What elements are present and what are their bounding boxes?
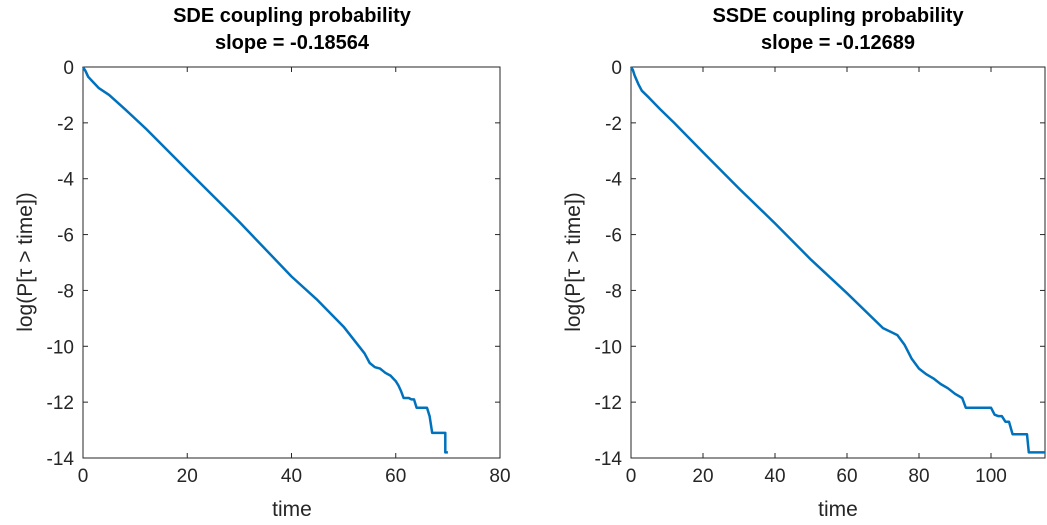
chart-right-plot: 0 20 40 60 80 100 0 -2 -4 -6 -8 -10 -12 -14 bbox=[595, 58, 1046, 487]
chart-left-plot: 0 20 40 60 80 0 -2 -4 -6 -8 -10 -12 -14 bbox=[47, 58, 511, 487]
chart-left-ytick-label: -12 bbox=[47, 393, 74, 414]
chart-left-ytick-label: -2 bbox=[57, 114, 74, 135]
chart-left-series-line bbox=[81, 66, 448, 454]
chart-left-subtitle: slope = -0.18564 bbox=[215, 32, 370, 54]
chart-left-ytick-label: 0 bbox=[63, 58, 74, 79]
chart-left-ytick-label: -4 bbox=[57, 170, 74, 191]
chart-left-ytick-label: -6 bbox=[57, 226, 74, 247]
chart-right-xtick-label: 40 bbox=[764, 466, 785, 487]
chart-right-subtitle: slope = -0.12689 bbox=[761, 32, 915, 54]
chart-right-xtick-label: 80 bbox=[908, 466, 929, 487]
chart-left-xtick-label: 60 bbox=[385, 466, 406, 487]
chart-right-ylabel: log(P[τ > time]) bbox=[562, 192, 585, 332]
chart-right-ytick-label: -12 bbox=[595, 393, 622, 414]
chart-right: SSDE coupling probability slope = -0.126… bbox=[562, 5, 1046, 521]
chart-left-ytick-label: -14 bbox=[47, 449, 75, 470]
chart-left-xlabel: time bbox=[272, 498, 312, 521]
chart-right-xtick-label: 0 bbox=[626, 466, 637, 487]
chart-left-ytick-label: -8 bbox=[57, 281, 74, 302]
chart-left-xtick-label: 0 bbox=[78, 466, 89, 487]
chart-left-xtick-label: 80 bbox=[489, 466, 510, 487]
chart-right-ytick-label: -4 bbox=[605, 170, 622, 191]
chart-right-axes-box bbox=[630, 66, 1046, 459]
chart-right-xlabel: time bbox=[818, 498, 858, 521]
chart-left-xtick-label: 40 bbox=[281, 466, 302, 487]
chart-right-xtick-label: 100 bbox=[975, 466, 1007, 487]
chart-right-ytick-label: -2 bbox=[605, 114, 622, 135]
chart-left-ylabel: log(P[τ > time]) bbox=[14, 192, 37, 332]
chart-right-ytick-label: -8 bbox=[605, 281, 622, 302]
chart-right-title: SSDE coupling probability bbox=[712, 5, 964, 27]
chart-right-series-line bbox=[629, 66, 1045, 454]
chart-right-xtick-label: 20 bbox=[692, 466, 713, 487]
chart-right-ytick-label: 0 bbox=[611, 58, 622, 79]
chart-right-ytick-label: -14 bbox=[595, 449, 623, 470]
chart-left-ytick-label: -10 bbox=[47, 337, 74, 358]
chart-left-title: SDE coupling probability bbox=[173, 5, 412, 27]
chart-right-ytick-label: -6 bbox=[605, 226, 622, 247]
chart-right-xtick-label: 60 bbox=[836, 466, 857, 487]
chart-left-xtick-label: 20 bbox=[177, 466, 198, 487]
chart-left: SDE coupling probability slope = -0.1856… bbox=[14, 5, 511, 521]
chart-left-axes-box bbox=[82, 66, 501, 459]
chart-right-ytick-label: -10 bbox=[595, 337, 622, 358]
